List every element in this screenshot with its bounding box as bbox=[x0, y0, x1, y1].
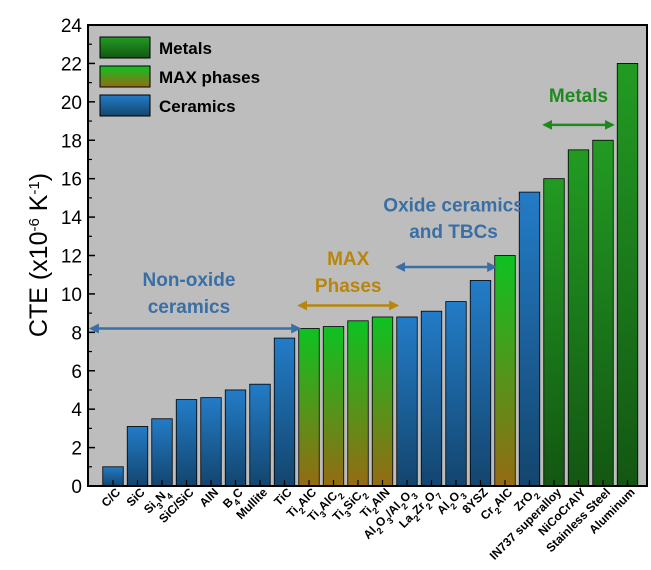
label-run: -1 bbox=[26, 181, 43, 194]
bar-ceramic bbox=[224, 389, 247, 487]
label-run: 3 bbox=[385, 515, 396, 526]
bar-metal bbox=[616, 63, 639, 487]
bar-metal bbox=[543, 178, 565, 487]
y-tick-label: 16 bbox=[61, 170, 82, 191]
label-run: 2 bbox=[375, 526, 386, 537]
label-run: Al bbox=[434, 499, 452, 517]
bars-layer bbox=[102, 63, 639, 487]
label-run: 2 bbox=[493, 505, 504, 516]
label-run: 3 bbox=[409, 491, 420, 502]
label-run: K bbox=[25, 194, 53, 218]
label-run: -6 bbox=[26, 218, 43, 231]
bar-metal bbox=[592, 139, 614, 487]
bar-ceramic bbox=[126, 426, 149, 487]
label-run: 3 bbox=[318, 509, 329, 520]
label-run: AlN bbox=[197, 485, 222, 510]
label-run: Al bbox=[360, 523, 378, 541]
bar-ceramic bbox=[249, 383, 271, 487]
label-run: CTE (x10 bbox=[25, 232, 53, 338]
y-tick-label: 6 bbox=[71, 362, 82, 383]
label-run: 2 bbox=[336, 491, 347, 502]
legend-label: Ceramics bbox=[159, 97, 236, 116]
annotation-text: Metals bbox=[549, 86, 608, 107]
label-run: AlC bbox=[491, 485, 516, 510]
label-run: C/C bbox=[99, 485, 124, 510]
annotation-text: Phases bbox=[315, 276, 382, 297]
label-run: 2 bbox=[297, 505, 308, 516]
bar-ceramic bbox=[151, 418, 173, 487]
x-tick-label: AlN bbox=[197, 485, 222, 510]
label-run: 4 bbox=[164, 491, 175, 502]
y-tick-label: 24 bbox=[61, 16, 83, 37]
legend-swatch-metal bbox=[99, 36, 151, 59]
annotation-text: and TBCs bbox=[409, 222, 498, 243]
label-run: AlC bbox=[295, 485, 320, 510]
label-run: 2 bbox=[399, 501, 410, 512]
legend-swatch-ceramic bbox=[99, 94, 151, 117]
annotation-text: Non-oxide bbox=[143, 270, 236, 291]
legend-label: Metals bbox=[159, 39, 212, 58]
y-tick-label: 0 bbox=[71, 477, 82, 498]
bar-metal bbox=[567, 149, 590, 487]
label-run: 2 bbox=[532, 491, 543, 502]
y-tick-label: 10 bbox=[61, 285, 82, 306]
y-axis-label: CTE (x10-6 K-1) bbox=[25, 173, 53, 337]
y-tick-label: 20 bbox=[61, 93, 82, 114]
annotation-text: ceramics bbox=[148, 297, 230, 318]
legend: Metals MAX phases Ceramics bbox=[99, 36, 260, 117]
y-tick-label: 4 bbox=[71, 400, 82, 421]
annotation-text: Oxide ceramics bbox=[383, 195, 523, 216]
label-run: Cr bbox=[478, 503, 498, 523]
label-run: C bbox=[230, 485, 246, 501]
bar-ceramic bbox=[420, 310, 443, 487]
annotations-layer: Non-oxide ceramics MAX Phases Oxide ceramics… bbox=[88, 86, 615, 334]
y-tick-label: 8 bbox=[71, 323, 82, 344]
label-run: Si bbox=[141, 498, 159, 516]
label-run: 3 bbox=[343, 509, 354, 520]
label-run: La bbox=[396, 511, 416, 531]
label-run: 2 bbox=[360, 491, 371, 502]
label-run: 2 bbox=[412, 513, 423, 524]
bar-ceramic bbox=[200, 397, 222, 487]
y-tick-label: 2 bbox=[71, 439, 82, 460]
bar-max bbox=[347, 320, 369, 487]
bar-max bbox=[298, 328, 320, 487]
x-tick-label: C/C bbox=[99, 485, 124, 510]
bar-ceramic bbox=[273, 337, 296, 487]
bar-ceramic bbox=[175, 399, 198, 487]
label-run: Zr bbox=[410, 499, 429, 518]
bar-ceramic bbox=[469, 280, 492, 487]
y-tick-label: 22 bbox=[61, 54, 82, 75]
legend-label: MAX phases bbox=[159, 68, 260, 87]
label-run: 7 bbox=[434, 491, 445, 502]
label-run: 4 bbox=[232, 497, 243, 508]
bar-max bbox=[322, 326, 345, 487]
label-run: 2 bbox=[448, 501, 459, 512]
bar-max bbox=[371, 316, 394, 487]
label-run: 3 bbox=[155, 501, 166, 512]
legend-swatch-max bbox=[99, 65, 151, 88]
bar-ceramic bbox=[396, 316, 418, 487]
label-run: ) bbox=[25, 173, 53, 181]
label-run: 3 bbox=[458, 491, 469, 502]
annotation-text: MAX bbox=[327, 249, 370, 270]
y-tick-label: 14 bbox=[61, 208, 83, 229]
label-run: 2 bbox=[424, 501, 435, 512]
label-run: 2 bbox=[370, 505, 381, 516]
bar-max bbox=[494, 255, 516, 487]
bar-ceramic bbox=[518, 191, 541, 487]
bar-ceramic bbox=[445, 301, 467, 487]
y-tick-label: 12 bbox=[61, 247, 82, 268]
y-tick-label: 18 bbox=[61, 131, 82, 152]
